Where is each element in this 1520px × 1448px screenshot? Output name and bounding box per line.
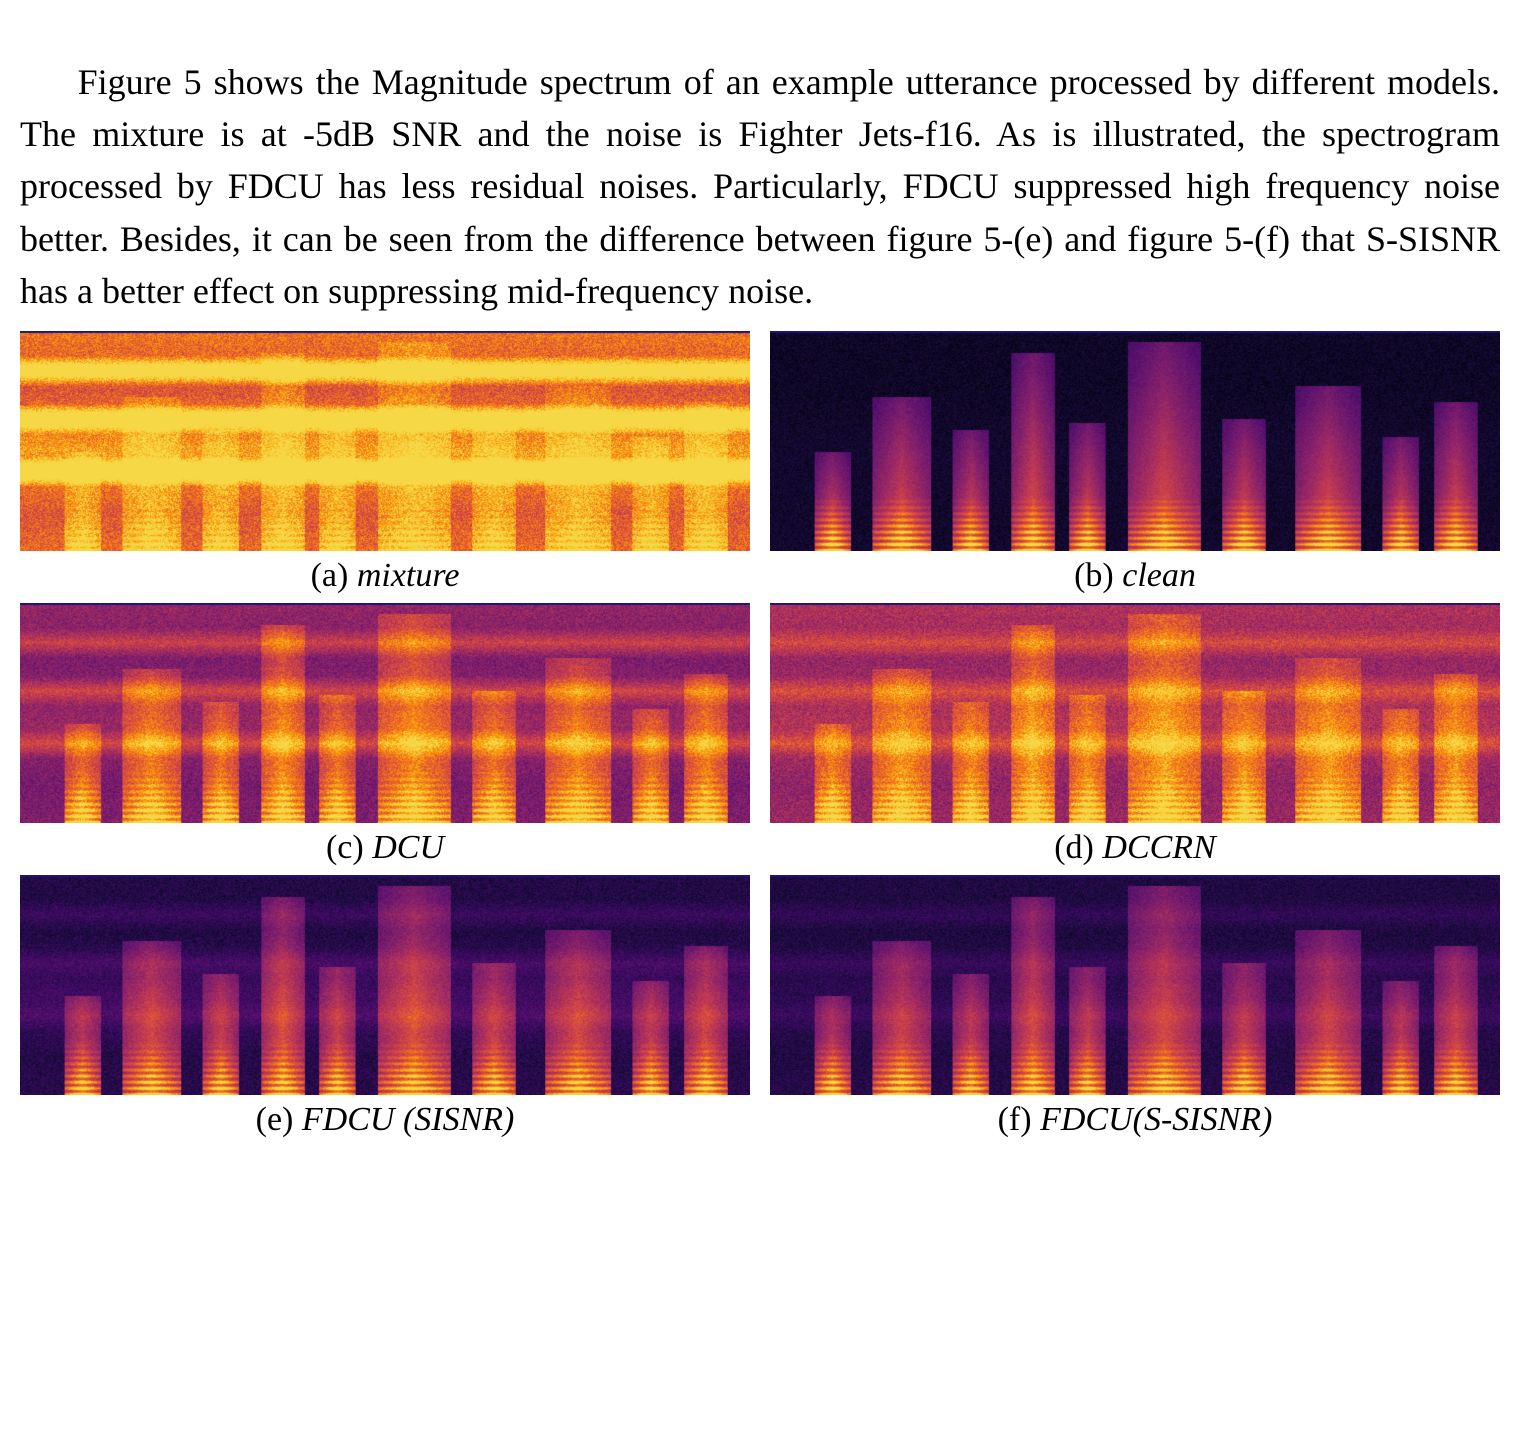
spectrogram-mixture: [20, 331, 750, 551]
panel-f: (f) FDCU(S-SISNR): [770, 875, 1500, 1139]
caption-label: (b): [1074, 557, 1114, 594]
panel-e: (e) FDCU (SISNR): [20, 875, 750, 1139]
spectrogram-fdcu-sisnr: [20, 875, 750, 1095]
caption-b: (b) clean: [1074, 557, 1196, 595]
caption-label: (c): [326, 829, 364, 866]
caption-c: (c) DCU: [326, 829, 444, 867]
caption-label: (d): [1054, 829, 1094, 866]
caption-name: FDCU(S-SISNR): [1040, 1101, 1272, 1138]
panel-a: (a) mixture: [20, 331, 750, 595]
spectrogram-fdcu-ssisnr: [770, 875, 1500, 1095]
spectrogram-clean: [770, 331, 1500, 551]
caption-label: (a): [311, 557, 349, 594]
caption-label: (e): [256, 1101, 294, 1138]
caption-name: DCCRN: [1102, 829, 1215, 866]
caption-d: (d) DCCRN: [1054, 829, 1216, 867]
panel-c: (c) DCU: [20, 603, 750, 867]
caption-name: FDCU (SISNR): [302, 1101, 514, 1138]
paper-paragraph: Figure 5 shows the Magnitude spectrum of…: [20, 56, 1500, 317]
caption-name: DCU: [372, 829, 444, 866]
spectrogram-dcu: [20, 603, 750, 823]
panel-d: (d) DCCRN: [770, 603, 1500, 867]
caption-f: (f) FDCU(S-SISNR): [998, 1101, 1273, 1139]
caption-name: clean: [1122, 557, 1196, 594]
caption-a: (a) mixture: [311, 557, 460, 595]
caption-label: (f): [998, 1101, 1032, 1138]
caption-name: mixture: [357, 557, 460, 594]
figure-grid: (a) mixture (b) clean (c) DCU (d) DCCRN …: [20, 331, 1500, 1139]
spectrogram-dccrn: [770, 603, 1500, 823]
panel-b: (b) clean: [770, 331, 1500, 595]
caption-e: (e) FDCU (SISNR): [256, 1101, 515, 1139]
